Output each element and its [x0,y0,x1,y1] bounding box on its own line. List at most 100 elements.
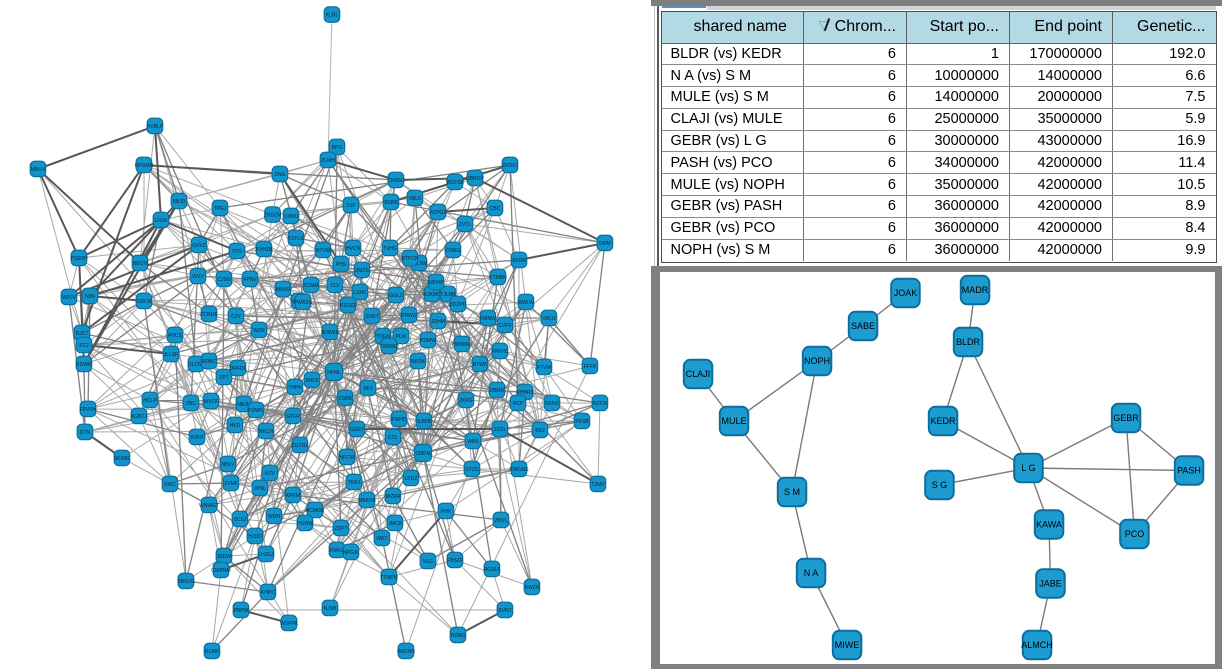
svg-text:HZMG: HZMG [451,633,466,639]
svg-text:JBDW: JBDW [217,554,231,560]
svg-text:FWKG: FWKG [330,548,345,554]
svg-text:DBSVG: DBSVG [177,579,195,585]
svg-text:TZMV: TZMV [591,482,605,488]
svg-text:FHCS: FHCS [168,333,182,339]
svg-text:SVRT: SVRT [365,314,378,320]
svg-text:KHPC: KHPC [261,590,275,596]
svg-text:WRT: WRT [376,536,387,542]
svg-text:PSSDH: PSSDH [70,256,88,262]
svg-text:KEDR: KEDR [930,416,956,426]
svg-text:ZPT: ZPT [219,375,228,381]
svg-text:WCFSR: WCFSR [446,180,465,186]
svg-text:RCP: RCP [513,401,524,407]
svg-text:CJSG: CJSG [217,277,230,283]
svg-text:CCL: CCL [388,435,398,441]
svg-text:TVHG: TVHG [383,246,397,252]
svg-text:BVRT: BVRT [498,608,511,614]
svg-text:NHLV: NHLV [222,462,236,468]
svg-text:NTV: NTV [265,471,276,477]
svg-text:SABE: SABE [851,321,875,331]
svg-text:KVHZB: KVHZB [256,247,273,253]
svg-text:WBS: WBS [467,439,479,445]
svg-text:NJN: NJN [85,294,95,300]
svg-text:GTFR: GTFR [286,414,300,420]
svg-text:FVNPL: FVNPL [248,408,264,414]
svg-text:KLRL: KLRL [326,12,339,18]
svg-text:WPJV: WPJV [62,295,77,301]
svg-text:NKCH: NKCH [259,429,274,435]
svg-text:WVV: WVV [192,274,204,280]
svg-text:GVVZ: GVVZ [192,243,206,249]
svg-text:BBJD: BBJD [173,199,186,205]
svg-text:KAWA: KAWA [1036,520,1062,530]
svg-text:FFFR: FFFR [584,364,597,370]
svg-text:DPGMR: DPGMR [135,163,154,169]
svg-text:DJF: DJF [346,203,355,209]
svg-text:ZHDZM: ZHDZM [264,212,282,218]
svg-text:SKGBL: SKGBL [114,456,131,462]
svg-text:KTMBN: KTMBN [489,275,507,281]
svg-text:GEBR: GEBR [1113,413,1139,423]
svg-text:HVBLP: HVBLP [147,124,164,130]
svg-text:GWC: GWC [164,482,177,488]
svg-text:NJSB: NJSB [324,606,337,612]
svg-text:PZDZZ: PZDZZ [340,303,356,309]
svg-text:BTWK: BTWK [473,362,488,368]
svg-text:ZNVL: ZNVL [495,518,508,524]
svg-text:HKD: HKD [230,423,241,429]
svg-text:MSNS: MSNS [276,287,291,293]
svg-text:DTZG: DTZG [465,467,479,473]
svg-text:CNBSC: CNBSC [387,178,405,184]
svg-text:NBJM: NBJM [237,402,251,408]
svg-text:TPGJ: TPGJ [214,206,227,212]
svg-text:DNG: DNG [274,172,285,178]
svg-text:FMNW: FMNW [480,316,496,322]
svg-text:LHJGJ: LHJGJ [258,552,274,558]
svg-text:RJKMC: RJKMC [423,292,441,298]
svg-text:PLW: PLW [396,334,407,340]
svg-text:CMFM: CMFM [416,451,431,457]
svg-text:RWZR: RWZR [525,585,540,591]
svg-text:PHS: PHS [336,262,347,268]
svg-text:KVFP: KVFP [190,435,204,441]
svg-text:BDWKF: BDWKF [321,330,339,336]
svg-text:TTMPM: TTMPM [380,575,398,581]
svg-text:ZVMF: ZVMF [224,481,238,487]
svg-text:THPK: THPK [288,385,302,391]
svg-text:NPGJL: NPGJL [343,550,359,556]
svg-text:SHCF: SHCF [305,378,319,384]
svg-text:L G: L G [1021,463,1035,473]
svg-text:GDCR: GDCR [137,299,152,305]
svg-text:LKDZ: LKDZ [405,476,418,482]
svg-text:TDGN: TDGN [376,334,391,340]
svg-text:ZKKG: ZKKG [459,398,473,404]
svg-text:WDHP: WDHP [428,280,444,286]
svg-text:GLCNJ: GLCNJ [188,362,205,368]
svg-text:JDHM: JDHM [431,319,445,325]
svg-text:PASH: PASH [1177,466,1201,476]
svg-text:JPSL: JPSL [254,486,266,492]
svg-text:TWBWZ: TWBWZ [380,344,399,350]
svg-text:GSRT: GSRT [350,427,364,433]
svg-text:NTVM: NTVM [316,248,330,254]
svg-text:N A: N A [804,568,819,578]
svg-text:SJWB: SJWB [417,419,432,425]
svg-text:ZCFL: ZCFL [494,427,507,433]
svg-text:DTN: DTN [80,430,91,436]
svg-text:ZDZPD: ZDZPD [450,302,467,308]
svg-text:GGLZ: GGLZ [389,293,403,299]
svg-text:BBCN: BBCN [133,261,147,267]
svg-text:CNBG: CNBG [446,248,461,254]
svg-text:SCSJ: SCSJ [234,517,247,523]
svg-text:DRM: DRM [599,241,610,247]
svg-text:BLDR: BLDR [956,337,981,347]
svg-text:MBKNK: MBKNK [358,498,376,504]
svg-text:PCO: PCO [1125,529,1145,539]
svg-text:RCMF: RCMF [205,649,219,655]
svg-text:ZMZS: ZMZS [355,268,369,274]
svg-text:PKSB: PKSB [575,419,589,425]
svg-text:CLAJI: CLAJI [686,369,711,379]
svg-text:PRWG: PRWG [401,313,417,319]
svg-text:ALMCH: ALMCH [1021,640,1053,650]
svg-text:RZCN: RZCN [593,401,607,407]
